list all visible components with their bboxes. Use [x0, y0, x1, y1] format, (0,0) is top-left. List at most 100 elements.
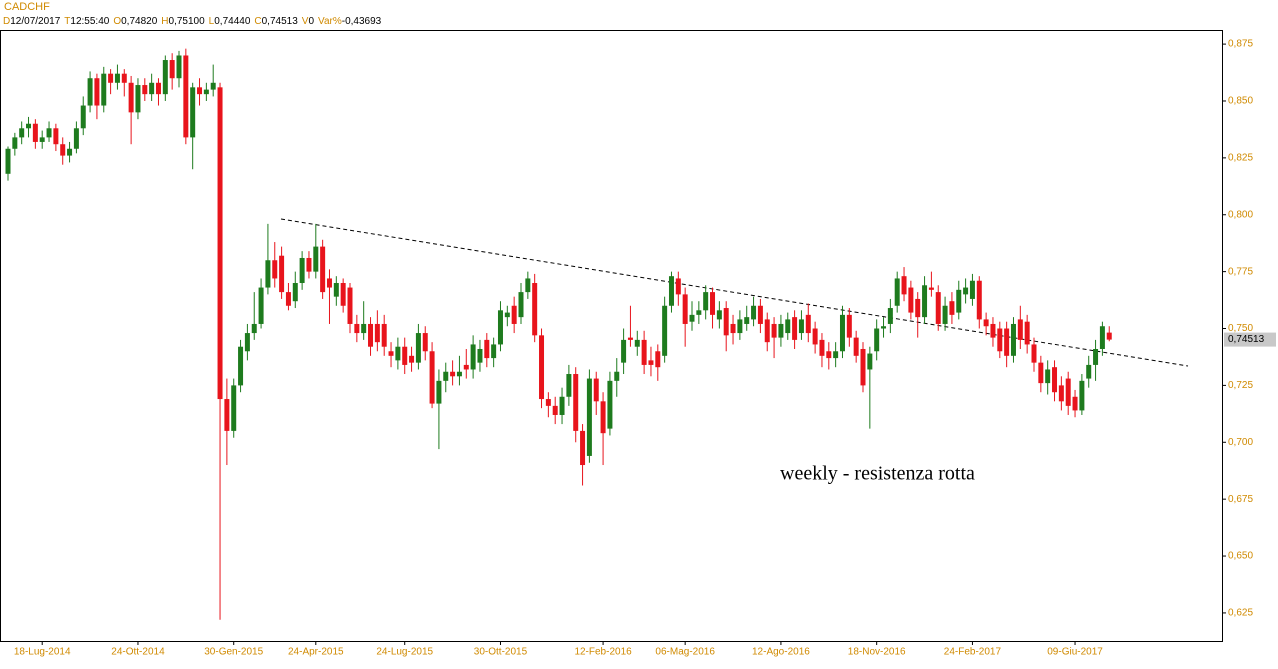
- candle-body: [183, 55, 189, 138]
- x-tick-label: 24-Lug-2015: [376, 647, 433, 658]
- candle-body: [361, 323, 367, 334]
- candle-body: [757, 305, 763, 324]
- candle-body: [12, 137, 18, 149]
- x-tick-label: 30-Gen-2015: [204, 647, 263, 658]
- x-tick-label: 24-Ott-2014: [111, 647, 165, 658]
- candle-body: [990, 323, 996, 338]
- candle-body: [853, 337, 859, 356]
- candle-body: [1086, 364, 1092, 379]
- candle-body: [573, 374, 579, 431]
- candle-body: [67, 148, 73, 156]
- y-tick-label: 0,625: [1228, 608, 1253, 619]
- candle-body: [655, 351, 661, 368]
- candle-body: [839, 314, 845, 352]
- candle-body: [326, 278, 332, 288]
- quote-field-label: Var%: [318, 16, 342, 27]
- candle-body: [798, 319, 804, 334]
- y-tick-label: 0,775: [1228, 266, 1253, 277]
- candle-body: [463, 364, 469, 370]
- candle-body: [1038, 362, 1044, 384]
- candle-body: [381, 323, 387, 347]
- y-tick-label: 0,725: [1228, 380, 1253, 391]
- candle-body: [210, 82, 216, 90]
- candle-body: [580, 430, 586, 466]
- candle-body: [545, 399, 551, 406]
- candle-body: [306, 257, 312, 272]
- quote-field-value: 0,75100: [168, 16, 205, 27]
- candle-body: [552, 405, 558, 415]
- quote-header: D12/07/2017 T12:55:40 O0,74820 H0,75100 L0,7…: [3, 16, 381, 27]
- candle-body: [723, 308, 729, 336]
- quote-field-label: C: [254, 16, 262, 27]
- candle-body: [764, 319, 770, 343]
- candle-body: [258, 287, 264, 324]
- candle-body: [456, 371, 462, 377]
- candle-body: [169, 60, 175, 79]
- candle-body: [1031, 344, 1037, 363]
- candle-body: [443, 371, 449, 381]
- candle-body: [737, 319, 743, 334]
- candle-body: [833, 351, 839, 359]
- candle-body: [299, 257, 305, 284]
- candle-body: [826, 351, 832, 359]
- y-tick-label: 0,650: [1228, 551, 1253, 562]
- quote-field-value: -0,43693: [341, 16, 382, 27]
- candle-body: [333, 283, 339, 297]
- candle-body: [867, 353, 873, 370]
- candle-body: [415, 333, 421, 363]
- candle-body: [238, 346, 244, 386]
- candle-body: [600, 401, 606, 434]
- candle-body: [593, 378, 599, 402]
- candle-body: [320, 246, 326, 293]
- last-price-box: [1224, 332, 1276, 347]
- quote-field-label: L: [208, 16, 215, 27]
- candle-body: [846, 314, 852, 338]
- candle-body: [32, 123, 38, 142]
- candle-body: [436, 380, 442, 404]
- candle-body: [340, 283, 346, 306]
- candle-body: [662, 305, 668, 356]
- candle-body: [566, 374, 572, 397]
- candle-body: [354, 323, 360, 334]
- candle-body: [949, 301, 955, 315]
- candle-body: [710, 292, 716, 315]
- candle-body: [819, 339, 825, 356]
- y-tick-label: 0,800: [1228, 209, 1253, 220]
- candle-body: [60, 144, 66, 156]
- x-tick-label: 18-Nov-2016: [848, 647, 906, 658]
- candle-body: [5, 148, 11, 174]
- quote-field-label: T: [64, 16, 71, 27]
- candle-body: [108, 73, 114, 83]
- y-tick-label: 0,675: [1228, 494, 1253, 505]
- y-tick-label: 0,825: [1228, 153, 1253, 164]
- candle-body: [39, 137, 45, 142]
- candle-body: [881, 326, 887, 329]
- candle-body: [511, 305, 517, 324]
- x-tick-label: 30-Ott-2015: [474, 647, 528, 658]
- x-tick-label: 24-Feb-2017: [944, 647, 1002, 658]
- candle-body: [969, 280, 975, 299]
- candle-body: [121, 73, 127, 83]
- candle-body: [203, 89, 209, 95]
- candle-body: [1045, 369, 1051, 384]
- candle-body: [792, 317, 798, 340]
- candle-body: [771, 323, 777, 338]
- candle-body: [135, 85, 141, 113]
- candle-body: [1024, 321, 1030, 345]
- candle-body: [368, 323, 374, 347]
- candle-body: [114, 73, 120, 83]
- candle-body: [785, 319, 791, 334]
- candle-body: [1065, 378, 1071, 406]
- candle-body: [265, 260, 271, 288]
- x-tick-label: 12-Feb-2016: [574, 647, 632, 658]
- candle-body: [997, 328, 1003, 352]
- candle-body: [621, 339, 627, 363]
- candle-body: [197, 87, 203, 95]
- candle-body: [504, 312, 510, 318]
- candle-body: [272, 260, 278, 279]
- candle-body: [812, 328, 818, 345]
- candle-body: [422, 333, 428, 352]
- candle-body: [894, 278, 900, 306]
